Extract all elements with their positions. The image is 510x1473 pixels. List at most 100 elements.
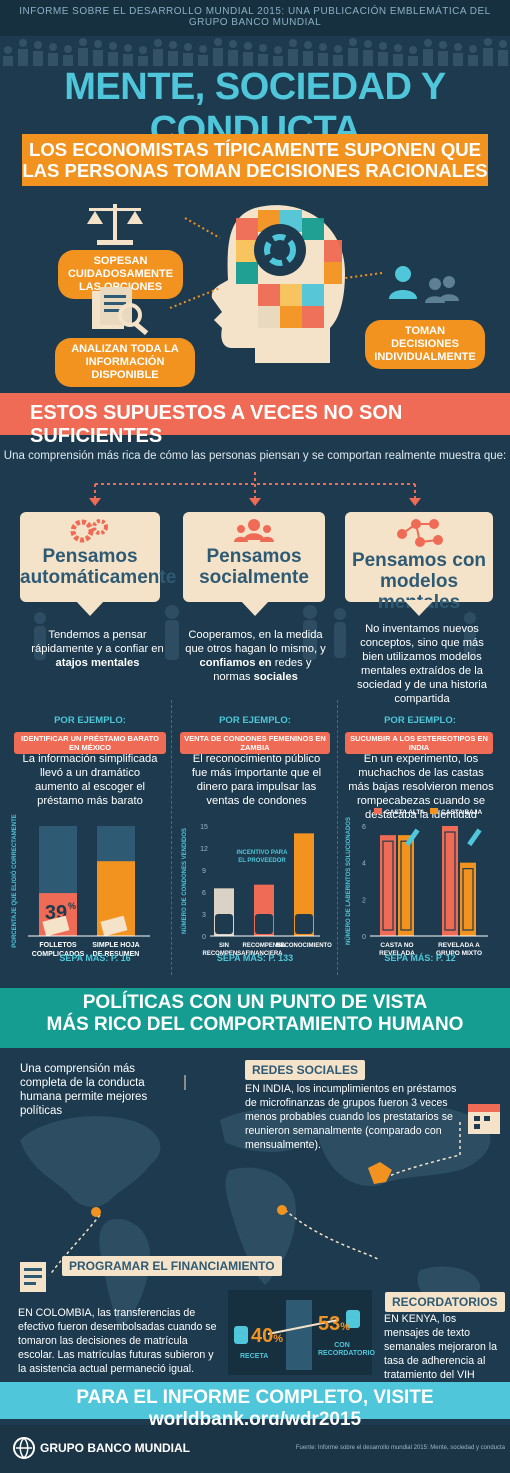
desc-social-bold-a: confiamos en: [199, 657, 272, 669]
report-subtitle: INFORME SOBRE EL DESARROLLO MUNDIAL 2015…: [19, 6, 491, 28]
example-text-zambia: El reconocimiento público fue más import…: [191, 753, 322, 807]
por-ejemplo-1: POR EJEMPLO:: [54, 715, 126, 726]
pencil-icon: [405, 828, 420, 847]
chart3-legend-label: CASTA BAJA: [441, 809, 482, 816]
chart2-cat-label: RECONOCIMIENTO: [276, 943, 332, 949]
card-social-title-2: socialmente: [199, 567, 309, 588]
chart3-cat-label: CASTA NO: [380, 942, 413, 949]
policies-title-2: MÁS RICO DEL COMPORTAMIENTO HUMANO: [46, 1014, 464, 1035]
sepa-mas-1[interactable]: SEPA MÁS: P. 16: [59, 953, 131, 963]
policies-intro: Una comprensión más completa de la condu…: [20, 1063, 148, 1117]
chart1-value: 68: [103, 870, 125, 892]
policies-banner: [0, 988, 510, 1048]
text-programar-financiamiento: EN COLOMBIA, las transferencias de efect…: [18, 1307, 217, 1375]
assumptions-banner: [0, 393, 510, 435]
desc-social-text-b: redes y normas: [213, 657, 312, 683]
chart3-bar: [398, 835, 414, 936]
chart-zambia-condoms: NÚMERO DE CONDONES VENDIDOS 0 3 6 9 12 15 INCEN…: [181, 824, 332, 957]
chart2-cat-label: RECOMPENSA: [242, 943, 286, 949]
chart2-ytick: 12: [200, 846, 208, 853]
source-note: Fuente: Informe sobre el desarrollo mund…: [295, 1445, 505, 1451]
column-divider-1: [171, 700, 172, 975]
kenya-stat-graphic: [234, 1300, 360, 1370]
sepa-mas-3[interactable]: SEPA MÁS: P. 12: [384, 953, 456, 963]
card-mental-title-1: Pensamos con: [351, 550, 487, 571]
chart2-ytick: 15: [200, 824, 208, 831]
chart3-ytick: 0: [362, 934, 366, 941]
maze-pattern: [382, 840, 394, 931]
chart2-ytick: 6: [202, 890, 206, 897]
tag-individual-decisions: TOMAN DECISIONES INDIVIDUALMENTE: [365, 320, 485, 369]
assumption-line-2: LAS PERSONAS TOMAN DECISIONES RACIONALES: [22, 160, 488, 181]
chart2-cat-label: RECOMPENSA: [202, 951, 246, 957]
card-automatic-title-1: Pensamos: [42, 546, 138, 567]
desc-automatic-bold: atajos mentales: [55, 657, 140, 669]
chart3-legend-swatch: [374, 808, 382, 814]
stat-prescription: 40%: [251, 1325, 283, 1348]
example-text-mexico: La información simplificada llevó a un d…: [22, 753, 158, 807]
stat-prescription-label: RECETA: [240, 1353, 269, 1360]
chart3-ytick: 2: [362, 897, 366, 904]
sepa-mas-2[interactable]: SEPA MÁS: P. 133: [216, 953, 294, 963]
network-icon: [397, 519, 443, 547]
group-icon: [234, 519, 274, 542]
stat-reminder-label: CON RECORDATORIO: [318, 1342, 375, 1357]
card-automatic-pointer: [75, 600, 105, 616]
cta-text[interactable]: PARA EL INFORME COMPLETO, VISITE worldba…: [76, 1387, 434, 1430]
crowd-silhouette: [3, 38, 508, 66]
chart3-legend-swatch: [430, 808, 438, 814]
calendar-icon: [468, 1104, 500, 1134]
stat-prescription-unit: %: [273, 1333, 284, 1345]
chart3-bar: [380, 835, 396, 936]
chart1-cat-label: FOLLETOS: [39, 942, 77, 949]
card-mental-pointer: [404, 600, 434, 616]
scales-icon: [87, 204, 143, 245]
stat-reminder-value: 53: [318, 1313, 341, 1335]
maze-pattern: [462, 868, 474, 931]
maze-pattern: [444, 831, 456, 931]
chart2-cat-label: FINANCIERA: [246, 951, 284, 957]
chart2-annotation: INCENTIVO PARA: [237, 850, 289, 856]
chart3-legend-label: CASTA ALTA: [385, 809, 425, 816]
stat-prescription-value: 40: [251, 1325, 274, 1347]
chart3-bar: [460, 862, 476, 936]
example-pill-zambia: VENTA DE CONDONES FEMENINOS EN ZAMBIA: [180, 732, 330, 754]
chart1-ylabel: PORCENTAJE QUE ELIGIÓ CORRECTAMENTE: [10, 814, 18, 947]
card-automatic-title-2: automáticamente: [20, 567, 177, 588]
tag-analyze-info: ANALIZAN TODA LA INFORMACIÓN DISPONIBLE: [55, 338, 195, 387]
desc-social-bold-b: sociales: [253, 671, 298, 683]
chart3-ytick: 6: [362, 824, 366, 831]
world-bank-logo-icon: [13, 1437, 35, 1459]
documents-magnifier-icon: [92, 287, 149, 335]
example-pill-mexico: IDENTIFICAR UN PRÉSTAMO BARATO EN MÉXICO: [14, 732, 166, 754]
label-programar-financiamiento: PROGRAMAR EL FINANCIAMIENTO: [62, 1256, 282, 1276]
policies-title-1: POLÍTICAS CON UN PUNTO DE VISTA: [82, 992, 428, 1013]
label-redes-sociales: REDES SOCIALES: [245, 1060, 366, 1080]
people-icon: [389, 266, 459, 303]
hand-icon: [255, 914, 273, 934]
chart2-annotation: EL PROVEEDOR: [238, 858, 286, 864]
policies-title: POLÍTICAS CON UN PUNTO DE VISTA MÁS RICO…: [0, 992, 510, 1036]
org-name: GRUPO BANCO MUNDIAL: [40, 1441, 190, 1455]
desc-automatic-text: Tendemos a pensar rápidamente y a confia…: [31, 629, 164, 655]
people-silhouettes: [34, 605, 476, 660]
hand-icon: [215, 914, 233, 934]
card-social: Pensamos socialmente: [183, 512, 325, 602]
rational-head-illustration: [169, 205, 383, 363]
document-icon: [100, 915, 128, 937]
desc-automatic: Tendemos a pensar rápidamente y a confia…: [30, 628, 165, 670]
chart3-ylabel: NÚMERO DE LABERINTOS SOLUCIONADOS: [345, 817, 352, 945]
assumption-banner: LOS ECONOMISTAS TÍPICAMENTE SUPONEN QUE …: [22, 134, 488, 186]
desc-social-text-a: Cooperamos, en la medida que otros hagan…: [185, 629, 326, 655]
card-social-title-1: Pensamos: [206, 546, 302, 567]
document-icon: [42, 915, 70, 937]
por-ejemplo-3: POR EJEMPLO:: [384, 715, 456, 726]
example-pill-india: SUCUMBIR A LOS ESTEREOTIPOS EN INDIA: [345, 732, 493, 754]
chart-india-caste: NÚMERO DE LABERINTOS SOLUCIONADOS 0 2 4 6 CAS…: [345, 808, 488, 957]
chart3-cat-label: REVELADA A: [438, 942, 480, 949]
stat-reminder: 53%: [318, 1313, 350, 1336]
world-map: [20, 1075, 491, 1330]
desc-social: Cooperamos, en la medida que otros hagan…: [183, 628, 328, 684]
cta-banner: [0, 1382, 510, 1419]
assumptions-heading: ESTOS SUPUESTOS A VECES NO SON SUFICIENT…: [30, 402, 403, 447]
